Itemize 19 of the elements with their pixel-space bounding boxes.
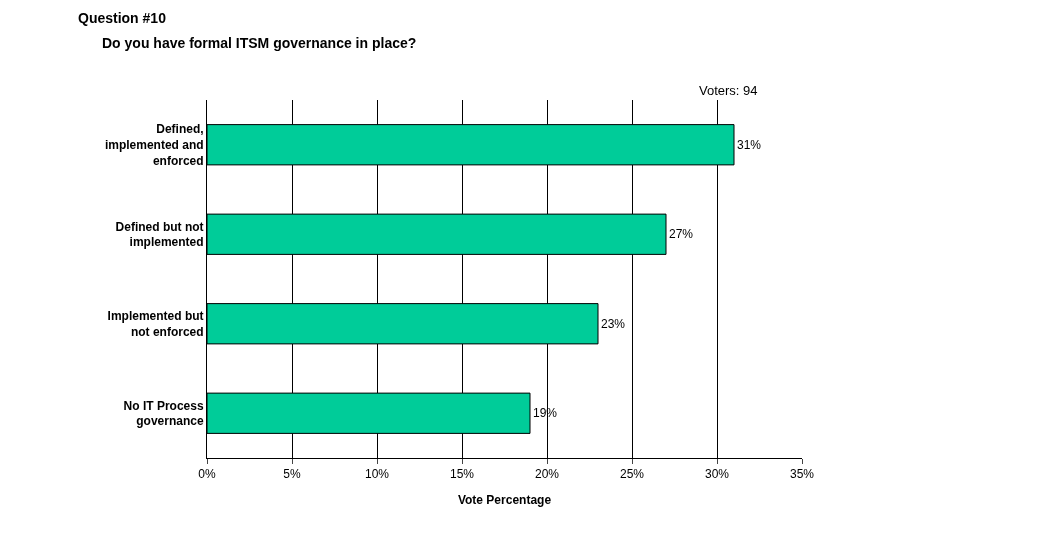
- data-label: 27%: [669, 227, 694, 242]
- x-tick-label: 20%: [534, 467, 560, 482]
- x-tick-label: 25%: [619, 467, 645, 482]
- x-axis-title: Vote Percentage: [457, 493, 552, 508]
- x-tick-label: 10%: [364, 467, 390, 482]
- chart-title: Question #10: [78, 10, 167, 26]
- x-tick-label: 30%: [704, 467, 730, 482]
- y-tick-label: No IT Process governance: [123, 398, 204, 429]
- chart-subtitle: Do you have formal ITSM governance in place?: [102, 35, 417, 51]
- y-tick-label: Implemented but not enforced: [107, 309, 204, 339]
- y-tick-label: Defined but not implemented: [115, 219, 204, 250]
- x-tick-label: 0%: [198, 467, 216, 482]
- x-tick-label: 5%: [283, 467, 301, 482]
- x-tick-label: 35%: [789, 467, 815, 482]
- data-label: 31%: [737, 137, 762, 152]
- text: Voters: 94: [699, 83, 758, 98]
- data-label: 23%: [601, 316, 626, 331]
- x-tick-label: 15%: [449, 467, 475, 482]
- y-tick-label: Defined, implemented and enforced: [104, 122, 204, 168]
